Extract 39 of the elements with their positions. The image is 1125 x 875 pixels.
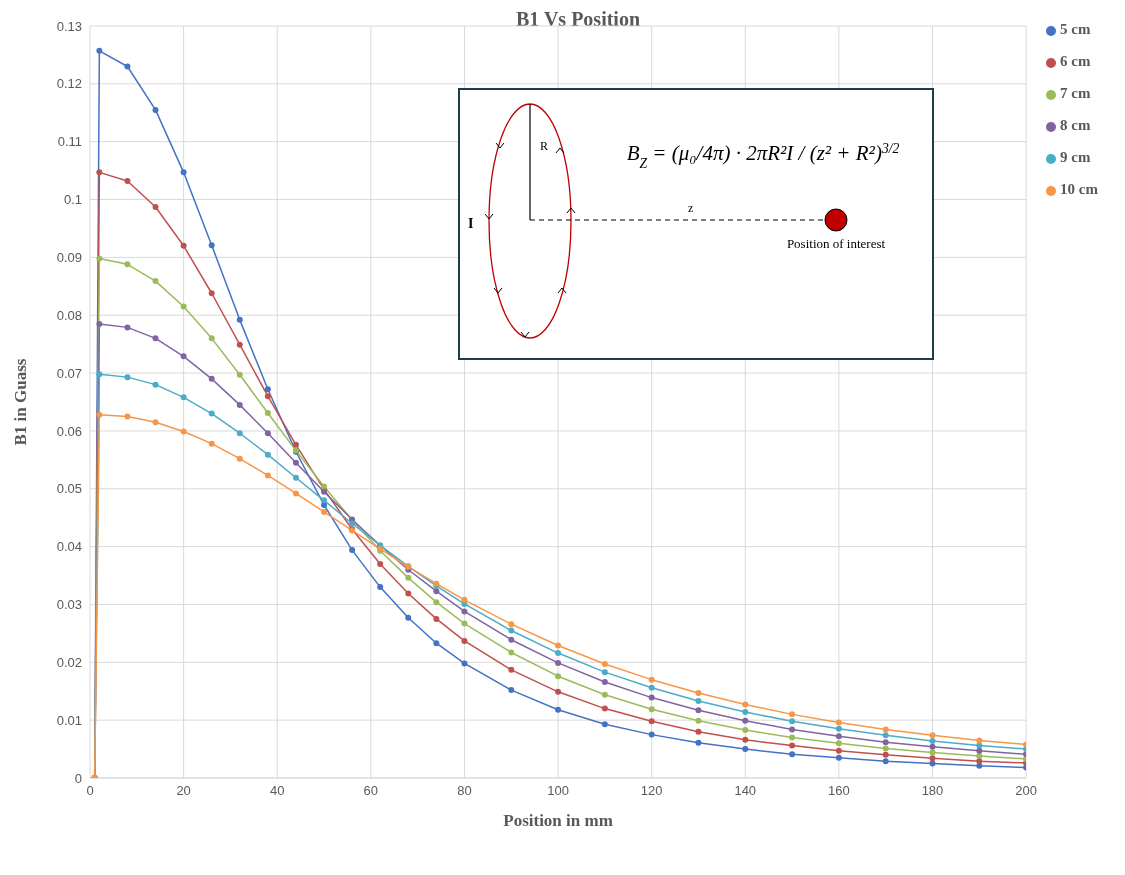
y-tick-label: 0.02 [56, 654, 82, 670]
x-tick-label: 100 [547, 783, 569, 799]
x-tick-label: 200 [1015, 783, 1037, 799]
x-tick-label: 20 [176, 783, 191, 799]
y-tick-label: 0.07 [56, 365, 82, 381]
y-tick-label: 0.12 [56, 76, 82, 92]
x-tick-label: 60 [363, 783, 379, 799]
y-tick-label: 0.05 [56, 481, 82, 497]
y-tick-label: 0.01 [56, 712, 82, 728]
y-tick-label: 0.06 [56, 423, 82, 439]
annotation: I [468, 216, 474, 231]
annotation: B$_{Z}$ = (μ₀/4π) · 2πR²I / (z² + R²)$^{3/2}$ [626, 140, 900, 171]
y-tick-label: 0.09 [56, 250, 82, 265]
y-tick-label: 0.11 [57, 134, 82, 150]
x-tick-label: 40 [269, 783, 285, 799]
x-tick-label: 0 [86, 783, 94, 799]
x-tick-label: 160 [828, 783, 850, 799]
legend-label: 9 cm [1060, 149, 1091, 165]
x-tick-label: 140 [734, 783, 757, 799]
y-tick-label: 0 [74, 770, 82, 786]
y-tick-label: 0.1 [63, 192, 82, 208]
x-tick-label: 80 [457, 783, 472, 799]
y-axis-title: B1 in Guass [11, 358, 31, 446]
legend-label: 6 cm [1060, 53, 1091, 69]
y-tick-label: 0.13 [56, 18, 82, 34]
legend-label: 5 cm [1060, 21, 1091, 37]
annotation: Position of interest [786, 236, 886, 251]
y-tick-label: 0.04 [56, 539, 82, 555]
legend-label: 8 cm [1060, 117, 1091, 133]
x-tick-label: 120 [640, 783, 663, 799]
annotation: z [688, 201, 694, 215]
chart-title: B1 Vs Position [515, 8, 641, 30]
x-axis-title: Position in mm [503, 811, 613, 830]
y-tick-label: 0.03 [56, 597, 82, 613]
y-tick-label: 0.08 [56, 307, 82, 323]
x-tick-label: 180 [921, 783, 944, 799]
legend-label: 7 cm [1060, 85, 1091, 101]
legend-label: 10 cm [1060, 181, 1098, 197]
annotation: R [540, 139, 549, 153]
